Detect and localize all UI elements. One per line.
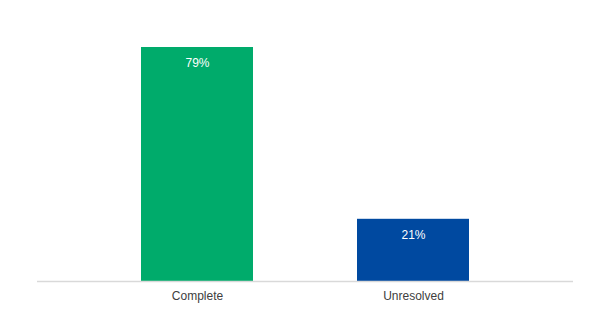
svg-text:21%: 21% — [401, 228, 425, 242]
svg-text:79%: 79% — [185, 56, 209, 70]
svg-text:Unresolved: Unresolved — [383, 289, 444, 303]
svg-text:Complete: Complete — [172, 289, 224, 303]
